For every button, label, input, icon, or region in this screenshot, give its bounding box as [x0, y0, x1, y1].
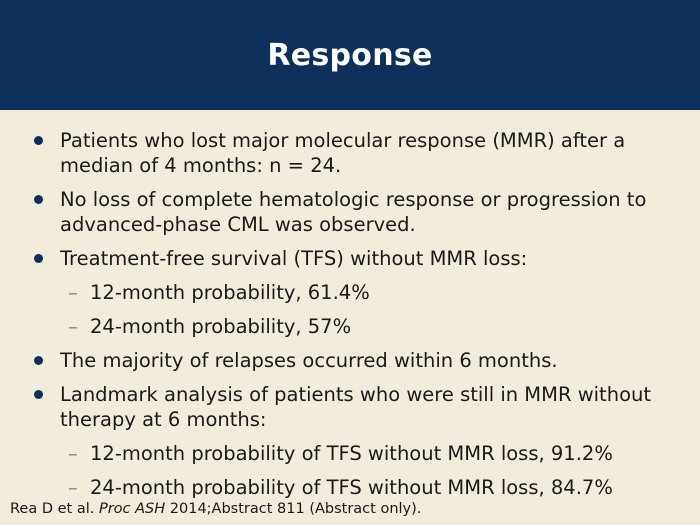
citation-journal: Proc ASH — [98, 501, 166, 517]
bullet-dot-icon — [34, 390, 43, 399]
bullet-item: The majority of relapses occurred within… — [34, 348, 674, 373]
bullet-text: Patients who lost major molecular respon… — [60, 129, 626, 177]
bullet-item: No loss of complete hematologic response… — [34, 187, 674, 237]
slide-header: Response — [0, 0, 700, 110]
bullet-item: Treatment-free survival (TFS) without MM… — [34, 246, 674, 271]
bullet-dot-icon — [34, 356, 43, 365]
citation: Rea D et al. Proc ASH 2014;Abstract 811 … — [10, 500, 421, 518]
sub-bullet-text: 12-month probability, 61.4% — [90, 281, 370, 304]
sub-bullet-text: 24-month probability of TFS without MMR … — [90, 476, 613, 499]
bullet-text: No loss of complete hematologic response… — [60, 188, 647, 236]
sub-bullet-item: – 24-month probability, 57% — [34, 314, 674, 339]
bullet-dot-icon — [34, 254, 43, 263]
dash-icon: – — [68, 442, 78, 465]
citation-authors: Rea D et al. — [10, 501, 95, 517]
bullet-dot-icon — [34, 136, 43, 145]
dash-icon: – — [68, 476, 78, 499]
sub-bullet-item: – 12-month probability, 61.4% — [34, 280, 674, 305]
sub-bullet-item: – 24-month probability of TFS without MM… — [34, 475, 674, 500]
bullet-text: Treatment-free survival (TFS) without MM… — [60, 247, 528, 270]
sub-bullet-item: – 12-month probability of TFS without MM… — [34, 441, 674, 466]
bullet-dot-icon — [34, 195, 43, 204]
dash-icon: – — [68, 315, 78, 338]
slide-title: Response — [267, 37, 433, 73]
sub-bullet-text: 12-month probability of TFS without MMR … — [90, 442, 613, 465]
dash-icon: – — [68, 281, 78, 304]
bullet-item: Landmark analysis of patients who were s… — [34, 382, 674, 432]
bullet-text: The majority of relapses occurred within… — [60, 349, 558, 372]
bullet-item: Patients who lost major molecular respon… — [34, 128, 674, 178]
bullet-text: Landmark analysis of patients who were s… — [60, 383, 651, 431]
citation-details: 2014;Abstract 811 (Abstract only). — [169, 501, 422, 517]
sub-bullet-text: 24-month probability, 57% — [90, 315, 352, 338]
slide-content: Patients who lost major molecular respon… — [34, 128, 674, 509]
